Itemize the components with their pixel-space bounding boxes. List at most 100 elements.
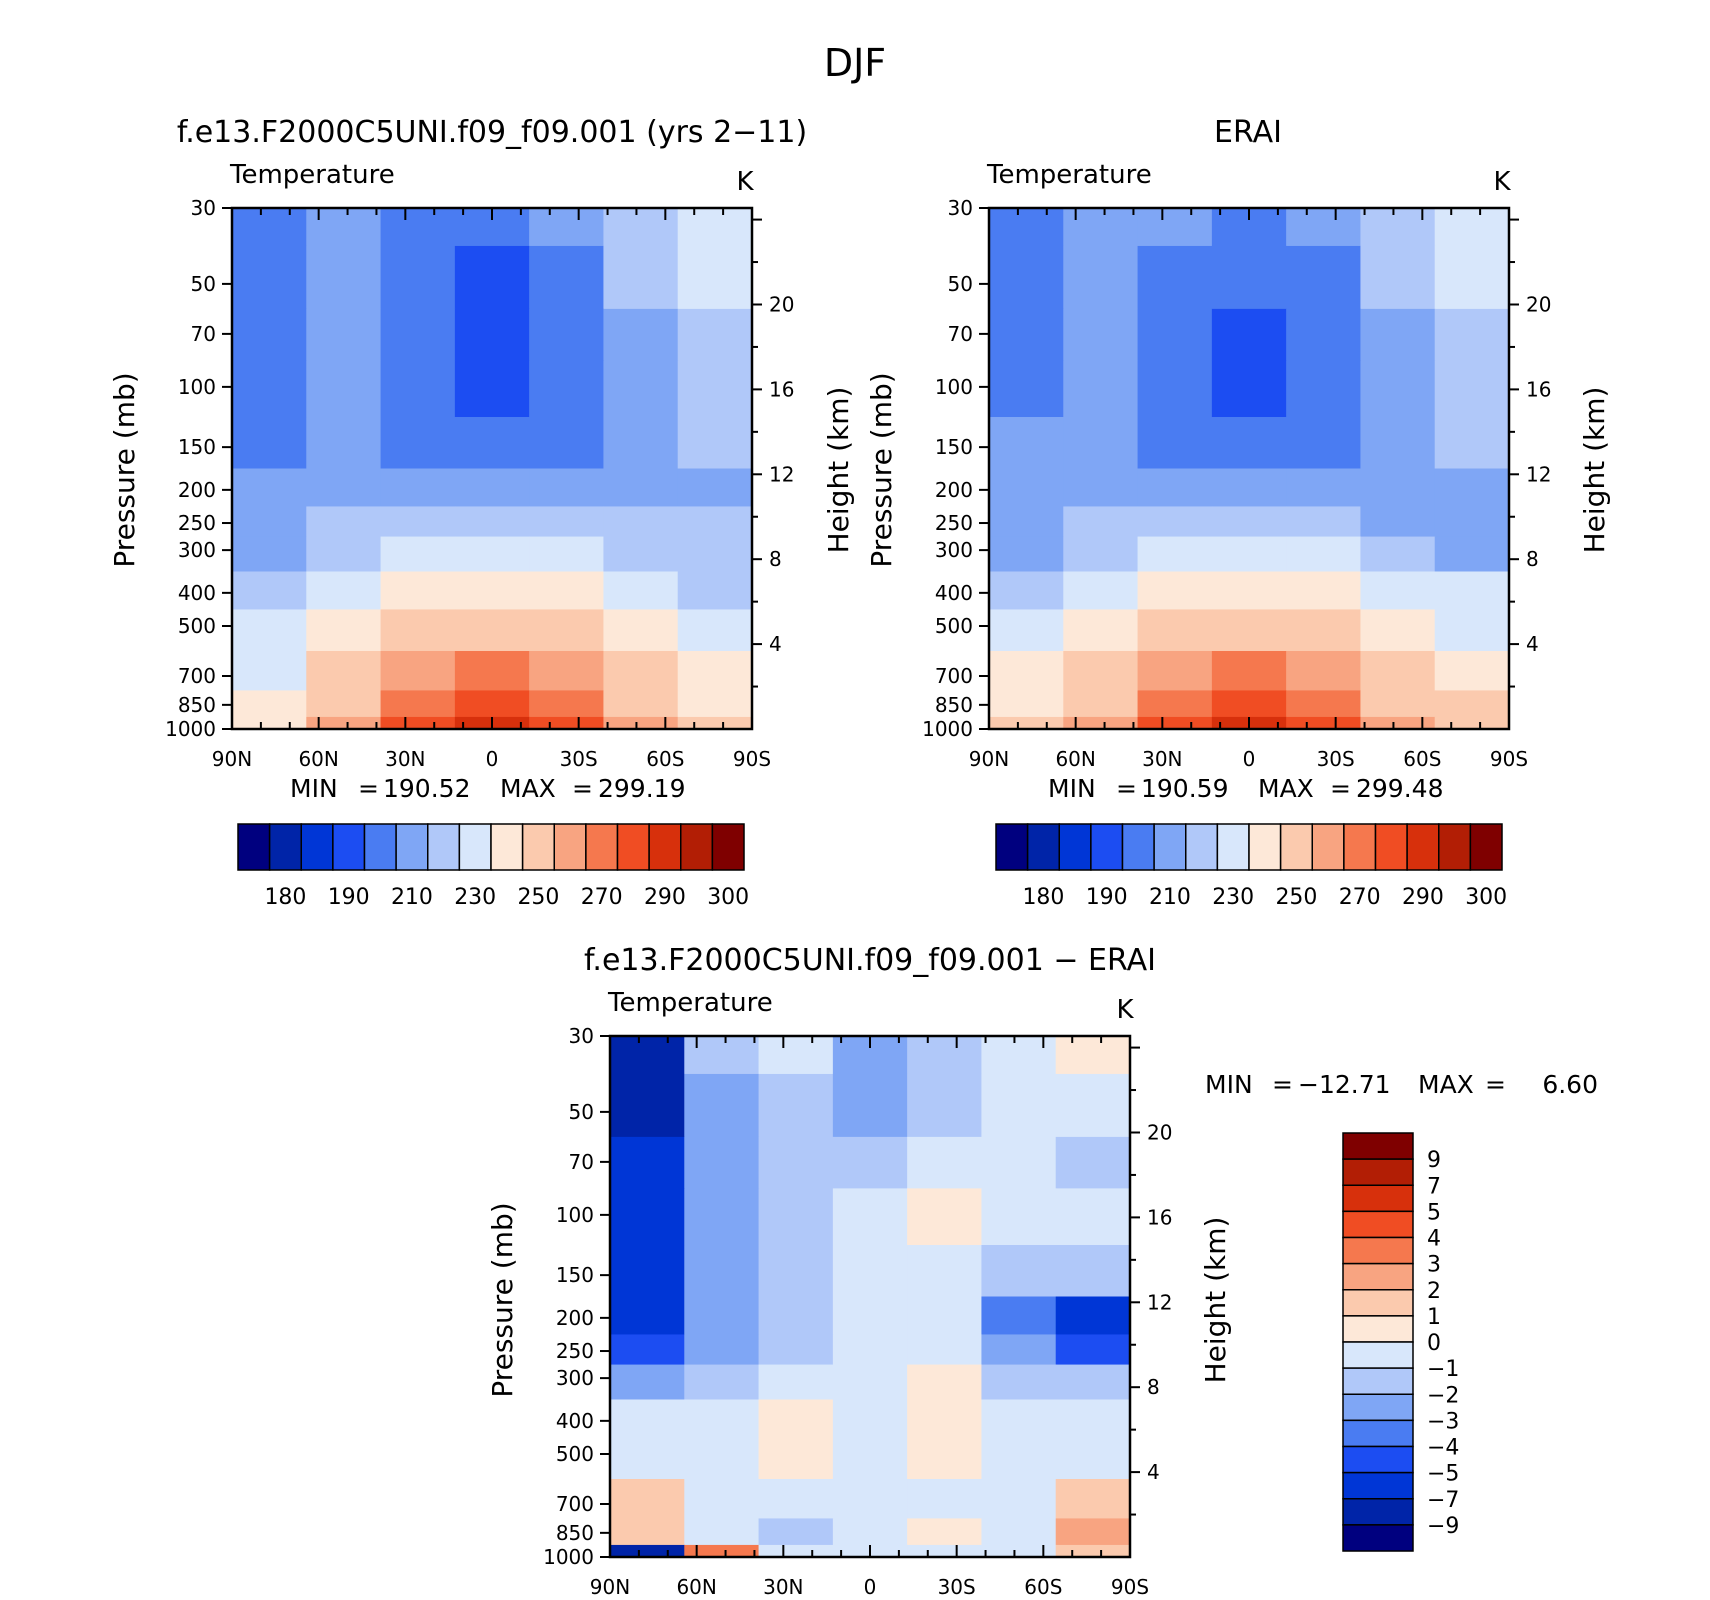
heatmap-cell	[1137, 360, 1213, 418]
height-tick-label: 16	[1526, 377, 1551, 401]
panel-units: K	[1493, 167, 1511, 197]
heatmap-cell	[677, 609, 753, 652]
height-tick-label: 12	[1147, 1290, 1172, 1314]
height-tick-label: 12	[769, 462, 794, 486]
height-tick-label: 16	[1147, 1205, 1172, 1229]
heatmap-cell	[907, 1036, 983, 1075]
heatmap-cell	[907, 1399, 983, 1439]
heatmap-cell	[677, 571, 753, 611]
heatmap-cell	[684, 1364, 760, 1401]
heatmap-cell	[684, 1245, 760, 1298]
heatmap-cell	[832, 1334, 908, 1366]
colorbar-swatch	[1469, 823, 1503, 871]
heatmap-cell	[529, 308, 605, 361]
heatmap-cell	[1286, 417, 1362, 470]
heatmap-cell	[610, 1544, 685, 1558]
colorbar-swatch	[458, 823, 492, 871]
heatmap-cell	[989, 609, 1064, 652]
heatmap-cell	[380, 609, 456, 652]
colorbar-swatch	[585, 823, 619, 871]
heatmap-cell	[1211, 536, 1287, 573]
heatmap-cell	[1434, 208, 1510, 247]
heatmap-cell	[758, 1518, 834, 1546]
heatmap-cell	[832, 1296, 908, 1336]
heatmap-cell	[306, 308, 382, 361]
y-tick-label: 250	[178, 511, 216, 535]
heatmap-cell	[1211, 417, 1287, 470]
height-tick-label: 4	[1147, 1460, 1160, 1484]
height-tick-label: 4	[1526, 632, 1539, 656]
y-tick-label: 50	[191, 272, 216, 296]
heatmap-cell	[306, 536, 382, 573]
heatmap-cell	[306, 716, 382, 730]
x-tick-label: 30S	[1317, 747, 1355, 771]
heatmap-cell	[306, 468, 382, 508]
max-value: 299.19	[598, 774, 685, 803]
y-tick-label: 150	[178, 435, 216, 459]
heatmap-cell	[1055, 1188, 1131, 1246]
heatmap-cell	[1211, 245, 1287, 310]
min-value: 190.52	[383, 774, 470, 803]
y-tick-label: 150	[556, 1263, 594, 1287]
max-label: MAX	[500, 774, 556, 803]
colorbar: 180 190 210 230 250 270 290 300	[237, 823, 749, 910]
heatmap-cell	[989, 208, 1064, 247]
colorbar-label: 190	[328, 885, 370, 910]
colorbar-label: 270	[581, 885, 623, 910]
height-tick-label: 20	[769, 292, 794, 316]
heatmap-cell	[684, 1296, 760, 1336]
heatmap-cell	[832, 1073, 908, 1138]
y-tick-label: 100	[178, 375, 216, 399]
heatmap-cell	[454, 360, 530, 418]
heatmap-cell	[1434, 245, 1510, 310]
heatmap-cell	[907, 1296, 983, 1336]
heatmap-cell	[232, 571, 307, 611]
heatmap-cell	[1063, 536, 1139, 573]
panel-diff: f.e13.F2000C5UNI.f09_f09.001 − ERAI Temp…	[486, 943, 1598, 1599]
heatmap-cell	[981, 1296, 1057, 1336]
y-tick-label: 30	[191, 196, 216, 220]
heatmap-cell	[1137, 308, 1213, 361]
heatmap-cell	[380, 690, 456, 718]
colorbar-swatch	[1438, 823, 1472, 871]
heatmap-cell	[1360, 245, 1436, 310]
heatmap-cell	[232, 208, 307, 247]
colorbar-label: 2	[1427, 1279, 1441, 1304]
y-tick-label: 30	[569, 1024, 594, 1048]
heatmap-cell	[529, 506, 605, 538]
colorbar-label: 210	[391, 885, 433, 910]
colorbar-label: 300	[1465, 885, 1507, 910]
heatmap-cell	[832, 1437, 908, 1480]
heatmap-cell	[529, 417, 605, 470]
heatmap-cell	[677, 506, 753, 538]
heatmap-cell	[677, 245, 753, 310]
heatmap-cell	[1434, 651, 1510, 692]
colorbar-swatch	[427, 823, 461, 871]
panel-variable: Temperature	[986, 160, 1152, 190]
heatmap-cell	[1055, 1073, 1131, 1138]
figure-title: DJF	[824, 41, 886, 85]
colorbar-label: 300	[707, 885, 749, 910]
heatmap-cell	[603, 690, 679, 718]
heatmap-cell	[981, 1188, 1057, 1246]
heatmap-cell	[603, 417, 679, 470]
heatmap-cell	[981, 1364, 1057, 1401]
y2-axis-label: Height (km)	[1199, 1217, 1232, 1384]
y-tick-label: 850	[178, 693, 216, 717]
heatmap-cell	[1063, 609, 1139, 652]
heatmap-cell	[1434, 417, 1510, 470]
heatmap-cell	[758, 1296, 834, 1336]
y-tick-label: 150	[935, 435, 973, 459]
heatmap-cell	[989, 417, 1064, 470]
x-tick-label: 60S	[1024, 1575, 1062, 1599]
heatmap-cell	[603, 571, 679, 611]
y-tick-label: 500	[556, 1442, 594, 1466]
colorbar-swatch	[711, 823, 745, 871]
panel-erai: ERAI Temperature K 90N 60N 30N 0 30S 60S 90S 30…	[865, 115, 1611, 910]
heatmap-cell	[1434, 690, 1510, 718]
y-tick-label: 400	[556, 1409, 594, 1433]
heatmap-cell	[989, 651, 1064, 692]
heatmap-cell	[1360, 536, 1436, 573]
y-axis-label: Pressure (mb)	[486, 1202, 519, 1397]
panel-units: K	[1116, 995, 1134, 1025]
